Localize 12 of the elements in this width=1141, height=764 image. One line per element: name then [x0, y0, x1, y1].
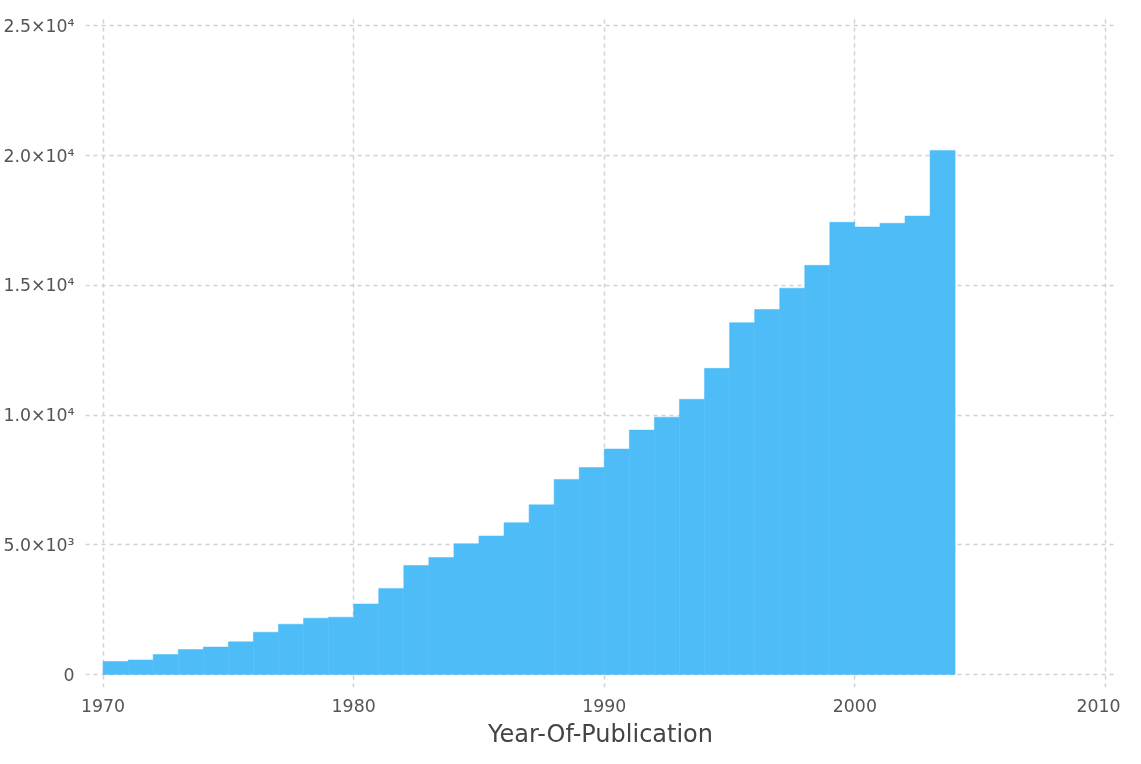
- y-tick-label: 1.5×10⁴: [3, 275, 75, 296]
- y-tick-label: 2.5×10⁴: [3, 15, 75, 36]
- y-tick-label: 2.0×10⁴: [3, 145, 75, 166]
- x-tick-label: 1980: [331, 695, 376, 716]
- y-tick-label: 5.0×10³: [3, 534, 75, 555]
- x-tick-label: 1990: [582, 695, 627, 716]
- x-tick-label: 2000: [832, 695, 877, 716]
- x-tick-label: 1970: [80, 695, 126, 716]
- x-axis-title: Year-Of-Publication: [487, 719, 713, 748]
- y-tick-label: 1.0×10⁴: [3, 405, 75, 426]
- x-tick-label: 2010: [1076, 695, 1121, 716]
- y-tick-label: 0: [63, 664, 75, 685]
